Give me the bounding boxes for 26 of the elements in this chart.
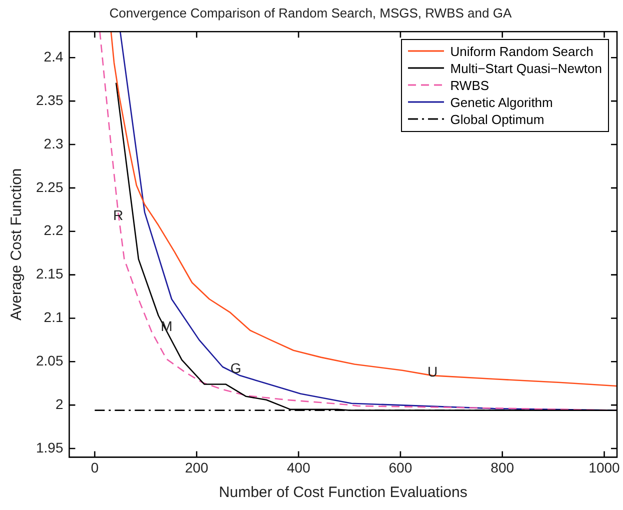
chart-title: Convergence Comparison of Random Search, MSGS, RWBS and GA xyxy=(109,5,512,20)
y-tick-label: 2.25 xyxy=(36,178,64,195)
y-axis-title: Average Cost Function xyxy=(8,168,26,321)
x-axis-title: Number of Cost Function Evaluations xyxy=(218,484,468,502)
annotation: R xyxy=(113,207,124,224)
legend-label: Uniform Random Search xyxy=(450,42,594,60)
y-tick-label: 2.3 xyxy=(44,135,64,152)
y-tick-label: 2.2 xyxy=(44,222,64,238)
x-tick-label: 400 xyxy=(286,459,310,476)
x-tick-label: 0 xyxy=(90,459,99,476)
legend-label: RWBS xyxy=(450,76,490,94)
y-tick-label: 2.4 xyxy=(44,48,64,65)
x-tick-label: 1000 xyxy=(588,459,620,476)
legend-label: Global Optimum xyxy=(450,110,544,128)
y-tick-label: 1.95 xyxy=(36,439,64,456)
y-tick-label: 2 xyxy=(55,396,64,412)
annotation: G xyxy=(230,360,242,376)
x-tick-label: 800 xyxy=(490,459,514,476)
x-tick-label: 200 xyxy=(184,459,209,476)
x-tick-label: 600 xyxy=(388,459,412,476)
legend-label: Genetic Algorithm xyxy=(450,94,553,111)
y-tick-label: 2.15 xyxy=(36,266,64,282)
y-tick-label: 2.1 xyxy=(44,309,64,326)
legend-label: Multi−Start Quasi−Newton xyxy=(450,60,602,77)
y-tick-label: 2.35 xyxy=(36,92,64,108)
y-tick-label: 2.05 xyxy=(36,352,64,369)
